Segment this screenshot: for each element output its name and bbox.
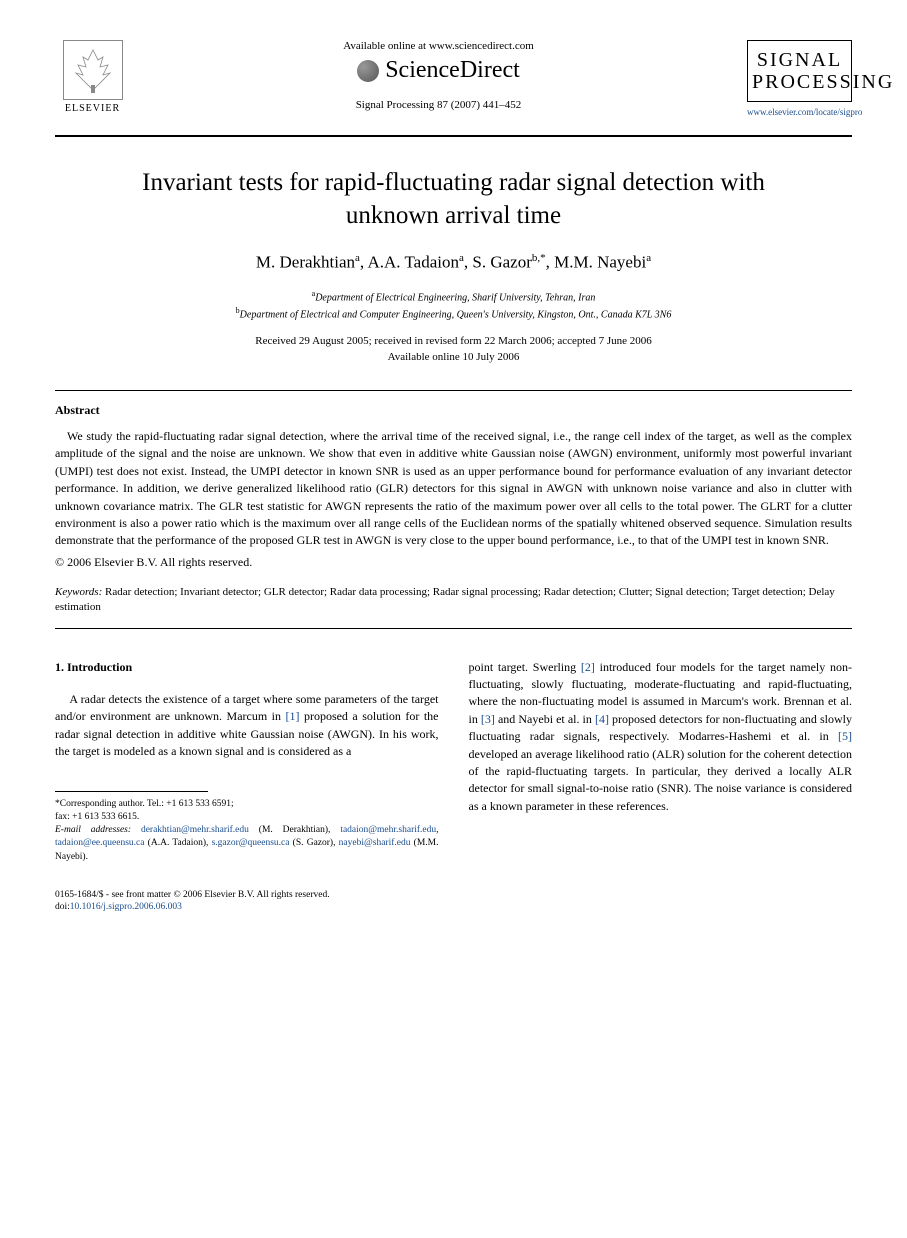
ref-3-link[interactable]: [3] bbox=[481, 712, 495, 726]
journal-title-box: SIGNAL PROCESSING bbox=[747, 40, 852, 102]
sciencedirect-logo: ScienceDirect bbox=[150, 57, 727, 84]
column-right: point target. Swerling [2] introduced fo… bbox=[469, 659, 853, 864]
keywords-text: Radar detection; Invariant detector; GLR… bbox=[55, 586, 835, 613]
email-link[interactable]: nayebi@sharif.edu bbox=[339, 838, 411, 848]
article-dates: Received 29 August 2005; received in rev… bbox=[55, 334, 852, 365]
journal-logo: SIGNAL PROCESSING www.elsevier.com/locat… bbox=[747, 40, 852, 117]
affiliations: aDepartment of Electrical Engineering, S… bbox=[55, 288, 852, 323]
abstract-text: We study the rapid-fluctuating radar sig… bbox=[55, 428, 852, 550]
citation-text: Signal Processing 87 (2007) 441–452 bbox=[150, 99, 727, 111]
ref-5-link[interactable]: [5] bbox=[838, 729, 852, 743]
journal-name-line1: SIGNAL bbox=[752, 49, 847, 71]
available-online-text: Available online at www.sciencedirect.co… bbox=[150, 40, 727, 52]
doi-label: doi: bbox=[55, 902, 70, 912]
abstract-copyright: © 2006 Elsevier B.V. All rights reserved… bbox=[55, 555, 852, 570]
elsevier-label: ELSEVIER bbox=[65, 103, 120, 114]
received-date: Received 29 August 2005; received in rev… bbox=[55, 334, 852, 349]
elsevier-logo: ELSEVIER bbox=[55, 40, 130, 125]
section-1-heading: 1. Introduction bbox=[55, 659, 439, 676]
footnote-divider bbox=[55, 791, 208, 792]
email-link[interactable]: s.gazor@queensu.ca bbox=[212, 838, 290, 848]
email-link[interactable]: derakhtian@mehr.sharif.edu bbox=[141, 825, 249, 835]
sciencedirect-text: ScienceDirect bbox=[385, 57, 520, 84]
header: ELSEVIER Available online at www.science… bbox=[55, 40, 852, 125]
elsevier-tree-icon bbox=[63, 40, 123, 100]
intro-para-2: point target. Swerling [2] introduced fo… bbox=[469, 659, 853, 816]
header-divider bbox=[55, 135, 852, 137]
issn-line: 0165-1684/$ - see front matter © 2006 El… bbox=[55, 889, 852, 901]
abstract-bottom-divider bbox=[55, 628, 852, 629]
corresponding-fax: fax: +1 613 533 6615. bbox=[55, 811, 439, 824]
affiliation-a: Department of Electrical Engineering, Sh… bbox=[315, 292, 595, 303]
keywords-label: Keywords: bbox=[55, 586, 102, 598]
ref-1-link[interactable]: [1] bbox=[285, 709, 299, 723]
journal-name-line2: PROCESSING bbox=[752, 71, 847, 93]
authors: M. Derakhtiana, A.A. Tadaiona, S. Gazorb… bbox=[55, 252, 852, 273]
ref-4-link[interactable]: [4] bbox=[595, 712, 609, 726]
online-date: Available online 10 July 2006 bbox=[55, 350, 852, 365]
column-left: 1. Introduction A radar detects the exis… bbox=[55, 659, 439, 864]
abstract-top-divider bbox=[55, 390, 852, 391]
article-title: Invariant tests for rapid-fluctuating ra… bbox=[95, 167, 812, 232]
affiliation-b: Department of Electrical and Computer En… bbox=[240, 309, 672, 320]
corresponding-tel: *Corresponding author. Tel.: +1 613 533 … bbox=[55, 798, 439, 811]
corresponding-footnote: *Corresponding author. Tel.: +1 613 533 … bbox=[55, 798, 439, 864]
sciencedirect-icon bbox=[357, 60, 379, 82]
ref-2-link[interactable]: [2] bbox=[581, 660, 595, 674]
email-link[interactable]: tadaion@mehr.sharif.edu bbox=[340, 825, 436, 835]
email-link[interactable]: tadaion@ee.queensu.ca bbox=[55, 838, 144, 848]
doi-link[interactable]: 10.1016/j.sigpro.2006.06.003 bbox=[70, 902, 182, 912]
keywords: Keywords: Radar detection; Invariant det… bbox=[55, 585, 852, 616]
intro-para-1: A radar detects the existence of a targe… bbox=[55, 691, 439, 761]
corresponding-emails: E-mail addresses: derakhtian@mehr.sharif… bbox=[55, 824, 439, 864]
center-header: Available online at www.sciencedirect.co… bbox=[130, 40, 747, 111]
body-columns: 1. Introduction A radar detects the exis… bbox=[55, 659, 852, 864]
journal-url[interactable]: www.elsevier.com/locate/sigpro bbox=[747, 107, 852, 117]
footer: 0165-1684/$ - see front matter © 2006 El… bbox=[55, 889, 852, 914]
abstract-heading: Abstract bbox=[55, 403, 852, 418]
